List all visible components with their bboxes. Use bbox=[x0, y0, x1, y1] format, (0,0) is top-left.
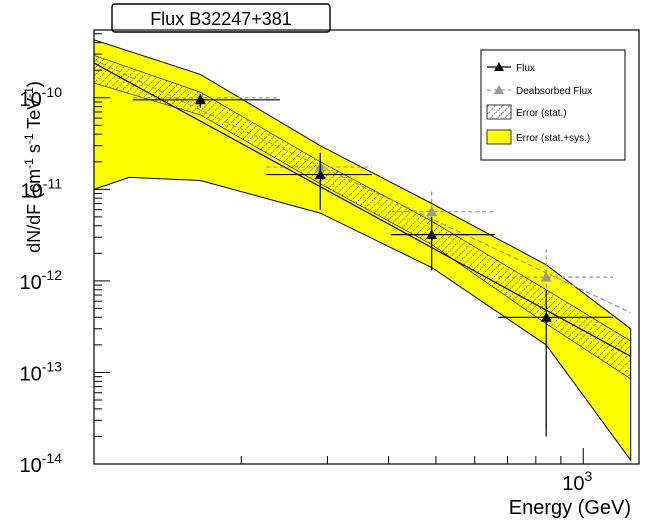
legend-entry-stat: Error (stat.) bbox=[486, 104, 567, 120]
y-axis-label-exp1: -1 bbox=[22, 158, 36, 169]
fit-lines bbox=[93, 59, 631, 357]
axis-ticks: 10-14 10-13 10-12 10-11 10-10 103 bbox=[20, 33, 592, 495]
legend-label-deabsorbed: Deabsorbed Flux bbox=[516, 86, 592, 97]
triangle-marker-icon bbox=[540, 271, 552, 282]
triangle-marker-icon bbox=[540, 311, 552, 322]
legend-entry-flux: Flux bbox=[487, 62, 535, 74]
legend: Flux Deabsorbed Flux Error (stat.) Error… bbox=[480, 49, 626, 161]
triangle-marker-icon bbox=[494, 85, 504, 94]
y-axis-label: dN/dF (cm-1 s-1 TeV-1) bbox=[22, 81, 44, 253]
legend-label-stat: Error (stat.) bbox=[516, 108, 567, 119]
x-tick-label: 103 bbox=[562, 468, 592, 495]
data-point-flux-1 bbox=[266, 152, 372, 210]
chart-title-box: Flux B32247+381 bbox=[111, 3, 331, 33]
triangle-marker-icon bbox=[314, 169, 326, 179]
legend-label-statsys: Error (stat.+sys.) bbox=[516, 133, 590, 144]
y-tick-label: 10-14 bbox=[20, 450, 63, 477]
y-tick-label: 10-11 bbox=[21, 175, 63, 202]
legend-label-flux: Flux bbox=[516, 63, 535, 74]
data-point-flux-0 bbox=[132, 93, 281, 108]
chart-title: Flux B32247+381 bbox=[150, 9, 292, 29]
y-axis-label-exp3: -1 bbox=[22, 87, 36, 98]
x-axis-label: Energy (GeV) bbox=[509, 497, 631, 519]
data-points bbox=[132, 92, 613, 437]
triangle-marker-icon bbox=[494, 62, 504, 71]
fill-swatch-icon bbox=[486, 129, 512, 145]
y-axis-label-mid: s bbox=[24, 144, 44, 158]
legend-entry-deabsorbed: Deabsorbed Flux bbox=[487, 85, 592, 97]
data-point-flux-2 bbox=[391, 216, 495, 271]
y-axis-label-exp2: -1 bbox=[22, 133, 36, 144]
legend-entry-statsys: Error (stat.+sys.) bbox=[486, 129, 590, 145]
y-tick-label: 10-10 bbox=[20, 84, 63, 111]
plot-frame bbox=[93, 29, 640, 465]
y-axis-label-end: ) bbox=[24, 81, 44, 87]
y-axis-label-main: dN/dF (cm bbox=[24, 169, 44, 253]
fit-line-flux bbox=[93, 62, 631, 357]
triangle-marker-icon bbox=[426, 229, 438, 240]
triangle-marker-icon bbox=[426, 206, 438, 217]
fit-line-deabsorbed bbox=[93, 59, 631, 314]
hatch-swatch-icon bbox=[486, 104, 512, 120]
error-band-stat-sys bbox=[93, 39, 632, 462]
y-tick-label: 10-13 bbox=[20, 358, 63, 385]
data-point-flux-3 bbox=[498, 289, 613, 437]
triangle-marker-icon bbox=[194, 94, 206, 105]
y-axis-label-mid2: TeV bbox=[24, 98, 44, 134]
y-tick-label: 10-12 bbox=[20, 267, 63, 294]
